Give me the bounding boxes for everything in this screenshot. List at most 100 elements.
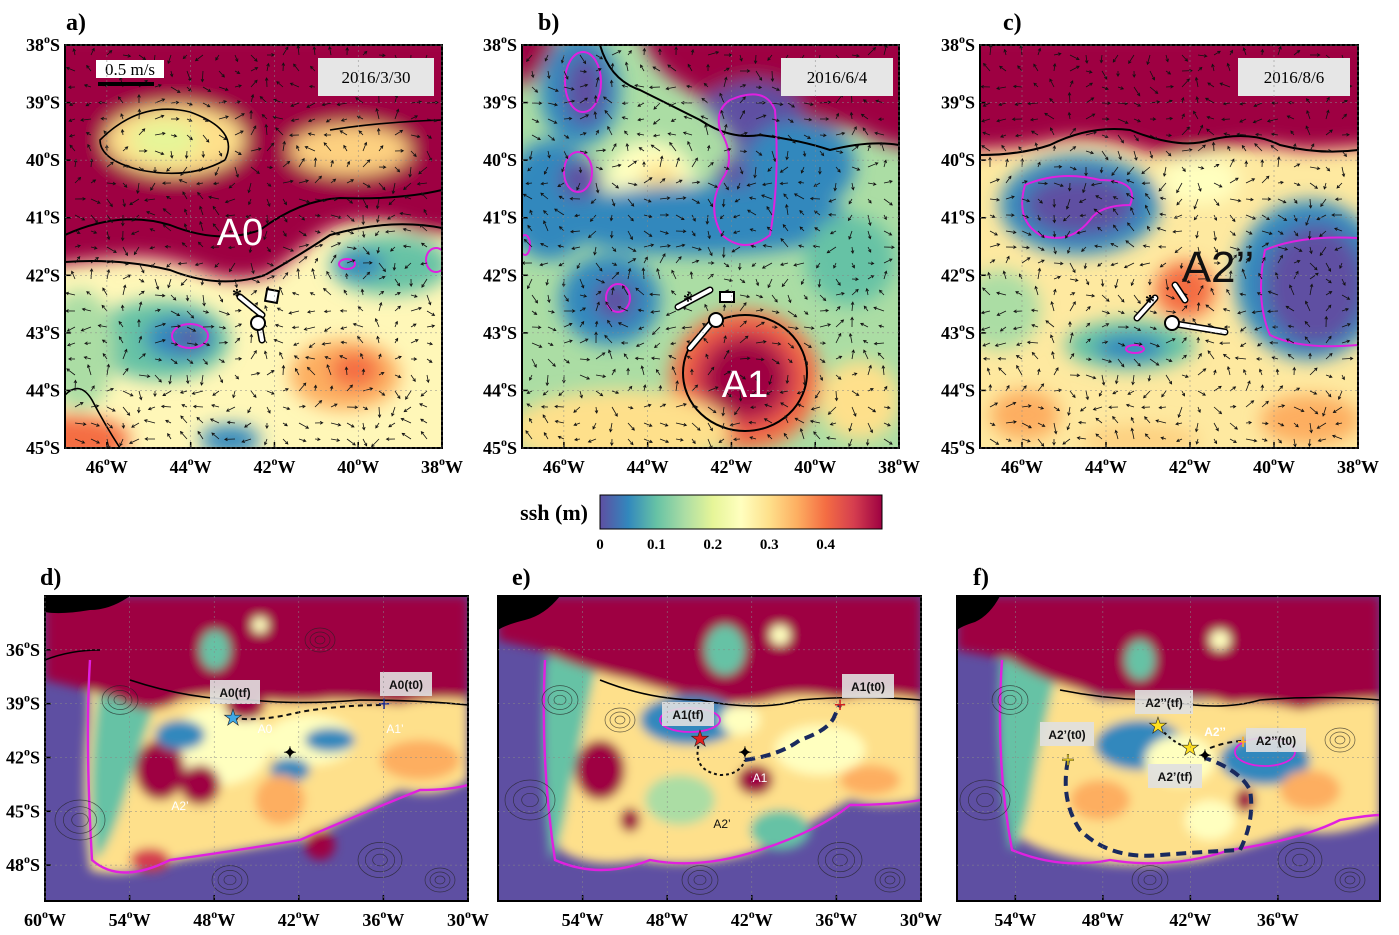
svg-text:★: ★ — [1180, 735, 1200, 760]
panel-2-ytick-1: 39oS — [941, 90, 975, 113]
panel-0-xtick-3: 40oW — [337, 454, 379, 477]
panel-3-xtick-2: 48oW — [193, 907, 235, 930]
panel-2-ytick-7: 45oS — [941, 435, 975, 458]
svg-text:*: * — [232, 285, 242, 307]
panel-b-date: 2016/6/4 — [807, 68, 868, 87]
panel-3-xtick-0: 60oW — [24, 907, 66, 930]
panel-1-xtick-1: 44oW — [627, 454, 669, 477]
panel-2-xtick-1: 44oW — [1085, 454, 1127, 477]
panel-a-date: 2016/3/30 — [342, 68, 411, 87]
panel-4-xtick-2: 42oW — [731, 907, 773, 930]
panel-c-date: 2016/8/6 — [1264, 68, 1324, 87]
colorbar-ramp — [599, 494, 883, 530]
panel-0-ytick-6: 44oS — [26, 377, 60, 400]
panel-1-ytick-1: 39oS — [483, 90, 517, 113]
panel-3-ytick-4: 48oS — [6, 852, 40, 875]
panel-b: * 2016/6/4 46oW 44oW 42oW 40oW 38oW 38oS 39oS 4… — [483, 32, 920, 477]
colorbar: ssh (m) 0 0.1 0.2 0.3 0.4 — [520, 494, 883, 553]
panel-e-label-a1-t0: A1(t0) — [851, 680, 885, 694]
panel-2-xtick-2: 42oW — [1169, 454, 1211, 477]
panel-f-label-a2pp-tf: A2’’(tf) — [1145, 696, 1183, 710]
panel-1-ytick-2: 40oS — [483, 147, 517, 170]
panel-4-xtick-3: 36oW — [815, 907, 857, 930]
svg-text:✦: ✦ — [283, 745, 296, 762]
panel-2-xtick-0: 46oW — [1001, 454, 1043, 477]
panel-f-label-a2p-tf: A2’(tf) — [1158, 770, 1193, 784]
panel-3-xtick-5: 30oW — [447, 907, 489, 930]
panel-2-xtick-4: 38oW — [1337, 454, 1379, 477]
panel-5-xtick-0: 54oW — [994, 907, 1036, 930]
panel-1-ytick-3: 41oS — [483, 205, 517, 228]
panel-1-ytick-6: 44oS — [483, 377, 517, 400]
panel-1-xtick-4: 38oW — [878, 454, 920, 477]
panel-1-ytick-0: 38oS — [483, 32, 517, 55]
panel-e-label-a2p: A2’ — [713, 817, 730, 831]
panel-4-xtick-1: 48oW — [646, 907, 688, 930]
panel-2-ytick-4: 42oS — [941, 262, 975, 285]
panel-1-ytick-5: 43oS — [483, 320, 517, 343]
panel-2-ytick-0: 38oS — [941, 32, 975, 55]
panel-1-xtick-2: 42oW — [710, 454, 752, 477]
panel-f-label-a2pp: A2’’ — [1204, 725, 1226, 739]
panel-0-ytick-5: 43oS — [26, 320, 60, 343]
panel-a-scale-label: 0.5 m/s — [105, 60, 155, 79]
panel-a-eddy-label: A0 — [217, 212, 263, 254]
panel-e: ★ + ✦ A1(tf) A1(t0) A1 A2’ 54oW 48oW 42oW 3… — [497, 595, 942, 930]
panel-b-map: * 2016/6/4 — [522, 45, 899, 448]
panel-c-map: * 2016/8/6 — [980, 45, 1358, 448]
panel-f-label-a2p-t0: A2’(t0) — [1048, 728, 1085, 742]
colorbar-tick-0: 0 — [596, 537, 604, 553]
colorbar-tick-2: 0.2 — [703, 537, 722, 553]
panel-d-label-a0: A0 — [258, 722, 273, 736]
panel-c-velocity-arrows — [980, 45, 1354, 448]
svg-text:✦: ✦ — [738, 745, 751, 762]
panel-b-eddy-label: A1 — [722, 364, 768, 406]
panel-d-label-a1p: A1’ — [386, 722, 403, 736]
svg-text:✦: ✦ — [1198, 748, 1211, 765]
panel-3-xtick-1: 54oW — [109, 907, 151, 930]
panel-d-letter: d) — [40, 565, 61, 591]
panel-5-xtick-3: 36oW — [1257, 907, 1299, 930]
panel-f-label-a2pp-t0: A2’’(t0) — [1256, 734, 1296, 748]
panel-d-label-a2p: A2’ — [171, 799, 188, 813]
panel-3-ytick-2: 42oS — [6, 744, 40, 767]
panel-c: * 2016/8/6 46oW 44oW 42oW 40oW 38oW 38oS 39oS 4… — [941, 32, 1379, 477]
svg-text:+: + — [834, 692, 847, 717]
panel-1-xtick-3: 40oW — [794, 454, 836, 477]
panel-0-ytick-1: 39oS — [26, 90, 60, 113]
panel-3-ytick-0: 36oS — [6, 637, 40, 660]
panel-b-letter: b) — [538, 10, 559, 36]
panel-e-label-a1: A1 — [753, 771, 768, 785]
panel-0-xtick-0: 46oW — [86, 454, 128, 477]
panel-e-label-a1-tf: A1(tf) — [672, 708, 703, 722]
panel-3-ytick-1: 39oS — [6, 691, 40, 714]
panel-e-letter: e) — [512, 565, 531, 591]
svg-text:+: + — [1061, 748, 1075, 774]
panel-3-xtick-3: 42oW — [278, 907, 320, 930]
panel-0-ytick-2: 40oS — [26, 147, 60, 170]
panel-1-xtick-0: 46oW — [543, 454, 585, 477]
panel-0-ytick-4: 42oS — [26, 262, 60, 285]
colorbar-label: ssh (m) — [520, 500, 588, 525]
svg-text:★: ★ — [1148, 713, 1168, 738]
panel-d-map: ★ + ✦ A0(tf) A0(t0) A0 A1’ A2’ — [45, 596, 468, 901]
svg-text:*: * — [683, 290, 693, 312]
panel-0-ytick-3: 41oS — [26, 205, 60, 228]
panel-0-ytick-7: 45oS — [26, 435, 60, 458]
panel-4-xtick-0: 54oW — [562, 907, 604, 930]
svg-text:★: ★ — [690, 726, 710, 751]
panel-f-letter: f) — [973, 565, 989, 591]
panel-2-ytick-3: 41oS — [941, 205, 975, 228]
panel-e-map: ★ + ✦ A1(tf) A1(t0) A1 A2’ — [498, 596, 921, 901]
svg-text:+: + — [378, 691, 391, 716]
panel-a: * 0.5 m/s 2016/3/30 46oW 44oW 42oW 40oW 38oW… — [26, 32, 463, 477]
panel-1-ytick-4: 42oS — [483, 262, 517, 285]
panel-2-ytick-5: 43oS — [941, 320, 975, 343]
panel-5-xtick-2: 42oW — [1169, 907, 1211, 930]
svg-text:★: ★ — [223, 705, 243, 730]
colorbar-tick-3: 0.3 — [760, 537, 779, 553]
panel-3-ytick-3: 45oS — [6, 798, 40, 821]
panel-b-velocity-arrows — [522, 45, 895, 448]
panel-1-ytick-7: 45oS — [483, 435, 517, 458]
